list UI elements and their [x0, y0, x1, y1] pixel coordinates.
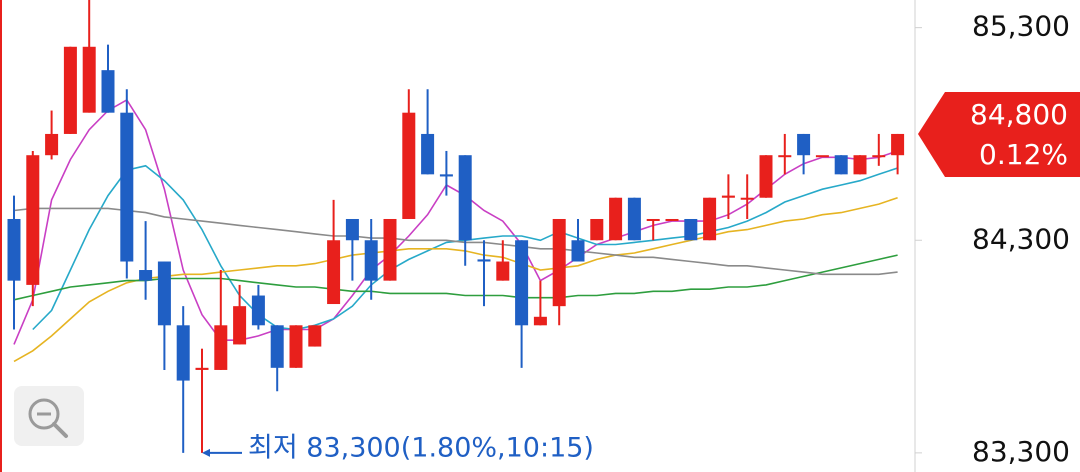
price-tag — [918, 91, 1080, 177]
candle-body — [26, 155, 40, 285]
moving-average-line — [13, 98, 898, 345]
zoom-out-button[interactable] — [14, 386, 84, 446]
candle-body — [251, 295, 265, 326]
candle-body — [740, 197, 754, 200]
candle-body — [533, 316, 547, 326]
zoom-icon-lens — [28, 398, 60, 430]
candle-body — [891, 133, 905, 156]
candle-body — [778, 155, 792, 158]
candle-body — [139, 270, 153, 281]
candle-body — [289, 325, 303, 368]
candle-body — [82, 46, 96, 113]
candle-body — [590, 218, 604, 241]
candle-body — [383, 218, 397, 281]
candle-body — [627, 197, 641, 241]
zoom-button-bg[interactable] — [14, 386, 84, 446]
y-tick-label: 83,300 — [972, 435, 1070, 468]
candle-body — [665, 218, 679, 221]
price-tag-value: 84,800 — [970, 98, 1068, 131]
candle-body — [195, 367, 209, 370]
candle-body — [345, 218, 359, 241]
candle-body — [834, 155, 848, 175]
candle-body — [233, 306, 247, 345]
candle-body — [120, 112, 134, 262]
candle-body — [646, 218, 660, 221]
zoom-icon-handle — [52, 422, 68, 438]
candle-body — [815, 155, 829, 158]
candle-body — [439, 174, 453, 177]
candle-body — [7, 218, 21, 281]
candle-body — [458, 155, 472, 241]
candle-body — [721, 195, 735, 198]
candle-body — [797, 133, 811, 156]
low-annotation-label: 최저 83,300(1.80%,10:15) — [248, 432, 594, 463]
candle-body — [571, 240, 585, 262]
low-annotation-arrow — [202, 448, 242, 457]
price-tag-change: 0.12% — [979, 138, 1068, 171]
candle-body — [402, 112, 416, 219]
candle-body — [157, 261, 171, 326]
candle-body — [327, 240, 341, 305]
candle-body — [496, 261, 510, 281]
candle-body — [176, 325, 190, 381]
candle-body — [214, 325, 228, 370]
y-tick-label: 85,300 — [972, 10, 1070, 43]
candle-body — [421, 133, 435, 175]
candle-body — [853, 155, 867, 175]
candle-body — [477, 259, 491, 262]
candle-body — [270, 325, 284, 368]
candle-body — [308, 325, 322, 347]
candle-body — [684, 218, 698, 241]
candle-body — [515, 240, 529, 326]
candle-body — [45, 133, 59, 156]
candle-body — [759, 155, 773, 198]
candle-body — [101, 70, 115, 113]
candle-body — [703, 197, 717, 241]
candle-body — [364, 240, 378, 281]
candle-body — [63, 46, 77, 134]
candle-body — [552, 218, 566, 307]
candle-body — [609, 197, 623, 241]
candle-body — [872, 155, 886, 158]
moving-average-line — [13, 207, 898, 276]
y-tick-label: 84,300 — [972, 222, 1070, 255]
plot — [7, 0, 922, 454]
